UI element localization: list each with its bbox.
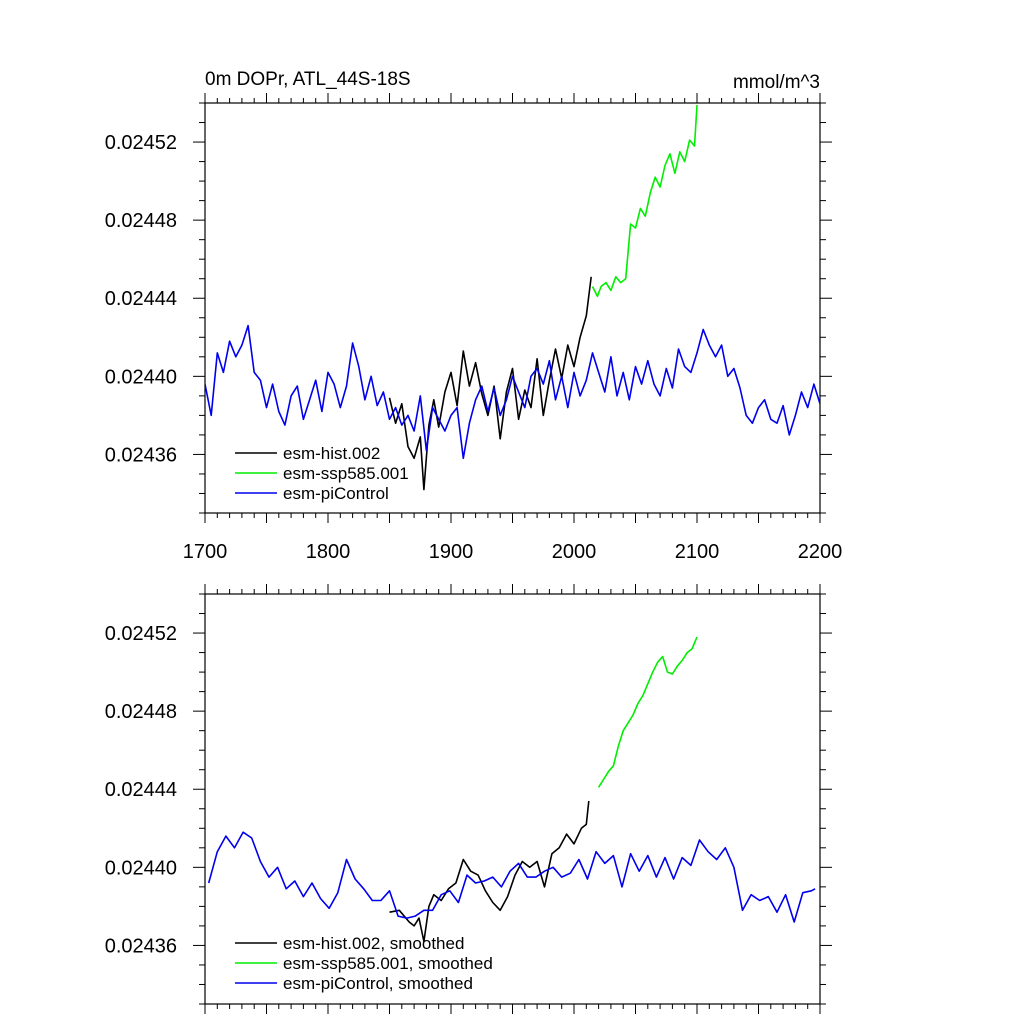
x-tick-label: 2200 [798,541,843,563]
legend-label: esm-piControl, smoothed [283,974,473,993]
legend-label: esm-ssp585.001, smoothed [283,954,493,973]
y-tick-label: 0.02452 [105,623,177,645]
x-tick-label: 2000 [552,541,597,563]
x-tick-label: 2100 [675,541,720,563]
smoothed-panel: 0.02436 0.02440 0.02444 0.02448 0.02452 esm-h… [105,584,832,1014]
x-tick-label: 1700 [183,541,228,563]
series-line-0 [389,800,590,943]
legend-label: esm-ssp585.001 [283,464,409,483]
series-line-1 [591,104,698,298]
units-label: mmol/m^3 [733,72,820,93]
annual-panel: 0.02436 0.02440 0.02444 0.02448 0.02452 1700 1… [105,93,843,563]
y-tick-label: 0.02436 [105,444,177,466]
y-tick-label: 0.02448 [105,701,177,723]
y-tick-label: 0.02448 [105,210,177,232]
series-line-1 [597,636,698,788]
plot-title: 0m DOPr, ATL_44S-18S [205,69,411,90]
legend-label: esm-hist.002, smoothed [283,934,464,953]
series-line-0 [388,276,592,491]
series-line-2 [205,324,820,460]
x-tick-label: 1900 [429,541,474,563]
y-tick-label: 0.02440 [105,366,177,388]
y-tick-label: 0.02444 [105,779,177,801]
y-tick-label: 0.02452 [105,132,177,154]
y-tick-label: 0.02444 [105,288,177,310]
y-tick-label: 0.02440 [105,857,177,879]
series-line-2 [207,831,816,923]
legend-label: esm-piControl [283,484,389,503]
y-tick-label: 0.02436 [105,935,177,957]
legend-label: esm-hist.002 [283,444,380,463]
x-tick-label: 1800 [306,541,351,563]
